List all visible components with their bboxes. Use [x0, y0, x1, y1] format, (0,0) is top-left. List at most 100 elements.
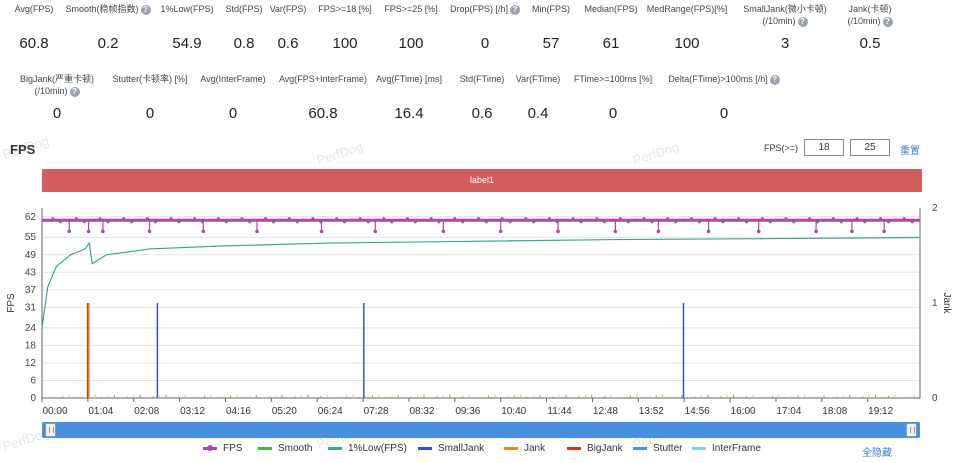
fps-point: [618, 217, 622, 221]
fps-point: [847, 218, 851, 222]
legend-item[interactable]: SmallJank: [418, 443, 484, 454]
fps-point: [540, 218, 544, 222]
fps-point: [374, 218, 378, 222]
help-icon[interactable]: ?: [769, 74, 780, 85]
metric-label: Smooth(稳帧指数)?: [48, 3, 168, 15]
metric-label: Std(FTime): [422, 73, 542, 85]
legend-item[interactable]: 1%Low(FPS): [328, 443, 407, 454]
fps-point: [185, 218, 189, 222]
metric-8: Min(FPS) 57: [491, 3, 611, 52]
fps-point: [563, 218, 567, 222]
slider-right-handle[interactable]: [906, 423, 917, 437]
fps-point: [626, 220, 630, 224]
legend-swatch: [328, 446, 342, 450]
fps-point: [327, 218, 331, 222]
legend-item[interactable]: InterFrame: [692, 443, 761, 454]
fps-point: [792, 220, 796, 224]
metric-label: SmallJank(微小卡顿): [725, 3, 845, 15]
label-segment-bar[interactable]: label1: [42, 169, 922, 192]
fps-point: [768, 220, 772, 224]
fps-point: [816, 220, 820, 224]
fps-point: [658, 218, 662, 222]
legend-item[interactable]: Jank: [504, 443, 545, 454]
help-icon[interactable]: ?: [510, 4, 520, 15]
help-icon[interactable]: ?: [140, 4, 151, 15]
fps-point: [800, 218, 804, 222]
metric-value: 100: [674, 35, 700, 52]
metric-label-text: Min(FPS): [532, 4, 570, 14]
help-icon[interactable]: ?: [882, 16, 893, 27]
legend-item[interactable]: Stutter: [633, 443, 682, 454]
fps-point: [240, 217, 244, 221]
legend-label: SmallJank: [438, 443, 485, 454]
slider-left-handle[interactable]: [45, 423, 56, 437]
metric-value: 16.4: [394, 105, 424, 122]
fps-point: [642, 217, 646, 221]
fps-point: [193, 217, 197, 221]
help-icon[interactable]: ?: [69, 86, 80, 97]
metric-value: 0.6: [471, 105, 493, 122]
legend-item[interactable]: BigJank: [567, 443, 623, 454]
hide-all-button[interactable]: 全隐藏: [862, 448, 892, 459]
x-tick-label: 02:08: [134, 406, 159, 417]
x-tick-label: 14:56: [685, 406, 710, 417]
fps-point: [208, 218, 212, 222]
metric-value: 60.8: [308, 105, 338, 122]
x-tick-label: 06:24: [318, 406, 343, 417]
y2-tick-label: 0: [932, 393, 938, 404]
fps-point: [445, 218, 449, 222]
y2-tick-label: 2: [932, 203, 938, 214]
fps-threshold-input-1[interactable]: 18: [804, 139, 844, 156]
fps-point: [216, 217, 220, 221]
fps-point: [311, 217, 315, 221]
metric-value: 0: [145, 105, 155, 122]
fps-point: [272, 220, 276, 224]
fps-point: [469, 218, 473, 222]
fps-point: [147, 229, 152, 234]
fps-point: [492, 218, 496, 222]
metric-label: Delta(FTime)>100ms [/h]?: [664, 73, 784, 85]
metric-label-text: FPS>=18 [%]: [318, 4, 372, 14]
fps-point: [437, 220, 441, 224]
fps-point: [303, 218, 307, 222]
metric-label-text: Std(FTime): [459, 74, 505, 84]
fps-point: [516, 218, 520, 222]
legend-item[interactable]: Smooth: [258, 443, 312, 454]
metric-label: FPS>=18 [%]: [285, 3, 405, 15]
fps-point: [776, 218, 780, 222]
reset-button[interactable]: 重置: [900, 146, 920, 157]
fps-point: [67, 229, 72, 234]
metric-label-text: Stutter(卡顿率) [%]: [112, 74, 188, 84]
legend-item[interactable]: FPS: [203, 443, 242, 454]
help-icon[interactable]: ?: [797, 16, 808, 27]
fps-point: [650, 220, 654, 224]
fps-point: [51, 217, 55, 221]
time-range-slider[interactable]: [42, 422, 920, 438]
fps-point: [579, 220, 583, 224]
metric-3: Avg(FPS+InterFrame) 60.8: [263, 73, 383, 122]
x-tick-label: 03:12: [180, 406, 205, 417]
fps-point: [101, 229, 105, 234]
fps-point: [823, 218, 827, 222]
x-tick-label: 10:40: [501, 406, 526, 417]
fps-point: [484, 220, 488, 224]
fps-point: [721, 220, 725, 224]
x-tick-label: 12:48: [593, 406, 618, 417]
metric-5: FPS>=18 [%] 100: [285, 3, 405, 52]
fps-point: [82, 220, 86, 224]
fps-point: [886, 220, 890, 224]
metric-1: Stutter(卡顿率) [%] 0: [90, 73, 210, 122]
legend-label: InterFrame: [712, 443, 761, 454]
metric-label-text: Std(FPS): [225, 4, 263, 14]
fps-threshold-input-2[interactable]: 25: [850, 139, 890, 156]
metric-value: 0: [719, 105, 729, 122]
legend-swatch: [692, 446, 706, 450]
metric-label-text: Var(FTime): [515, 74, 561, 84]
metric-label-unit-text: (/10min): [847, 16, 881, 26]
x-tick-label: 08:32: [409, 406, 434, 417]
metric-value: 100: [398, 35, 424, 52]
fps-point: [342, 220, 346, 224]
fps-point: [752, 218, 756, 222]
fps-point: [508, 220, 512, 224]
